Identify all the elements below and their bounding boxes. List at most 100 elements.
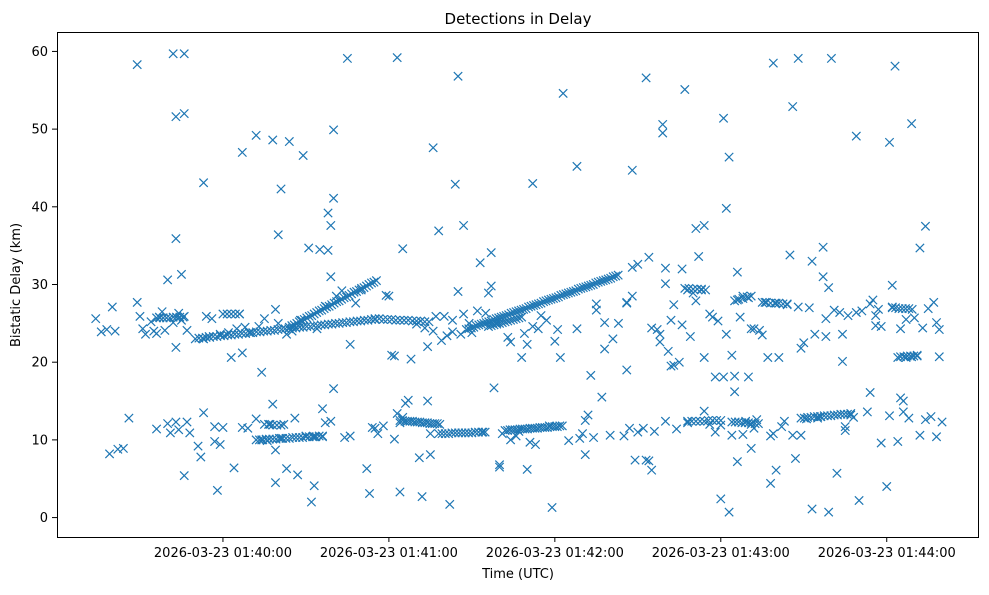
y-tick-label: 0 [40,511,48,526]
data-point: 2026-03-23 01:41:56, 27.9 [541,296,551,306]
data-point: 2026-03-23 01:42:32, 11.5 [638,423,648,433]
data-point: 2026-03-23 01:40:53, 3.1 [364,488,375,499]
data-point: 2026-03-23 01:39:29, 58.3 [132,60,142,70]
data-point: 2026-03-23 01:42:49, 12.4 [687,416,697,426]
data-point: 2026-03-23 01:41:19, 22.8 [436,335,447,346]
data-point: 2026-03-23 01:40:59, 28.6 [381,290,391,301]
data-point: 2026-03-23 01:42:18, 21.7 [599,344,610,354]
data-point: 2026-03-23 01:40:20, 36.4 [273,230,283,240]
data-point: 2026-03-23 01:43:44, 23.6 [837,329,848,339]
data-point: 2026-03-23 01:42:15, 30.3 [593,277,603,287]
data-point: 2026-03-23 01:42:30, 11 [633,427,643,437]
data-point: 2026-03-23 01:41:26, 23.6 [456,329,466,339]
data-point: 2026-03-23 01:44:05, 24.3 [895,324,906,334]
data-point: 2026-03-23 01:42:17, 15.5 [597,392,607,402]
data-point: 2026-03-23 01:40:40, 16.6 [328,383,339,394]
data-point: 2026-03-23 01:40:31, 34.7 [304,243,314,253]
data-point: 2026-03-23 01:39:20, 27.1 [107,302,117,312]
data-point: 2026-03-23 01:41:55, 27.8 [538,296,549,307]
data-point: 2026-03-23 01:44:14, 12.6 [920,415,931,425]
data-point: 2026-03-23 01:42:11, 8.1 [580,450,590,460]
data-point: 2026-03-23 01:42:42, 25.4 [666,315,676,325]
data-point: 2026-03-23 01:41:25, 10.9 [453,428,464,438]
data-point: 2026-03-23 01:42:03, 28.7 [558,289,569,300]
data-point: 2026-03-23 01:41:30, 24.5 [469,322,479,332]
data-point: 2026-03-23 01:42:28, 32.2 [627,262,637,273]
data-point: 2026-03-23 01:43:15, 23.5 [757,330,767,340]
data-point: 2026-03-23 01:42:58, 11 [710,427,720,437]
data-point: 2026-03-23 01:42:17, 30.5 [598,275,608,286]
data-point: 2026-03-23 01:40:29, 46.6 [298,150,308,161]
data-point: 2026-03-23 01:40:48, 29.1 [351,286,362,297]
data-point: 2026-03-23 01:42:51, 12.4 [691,416,701,426]
data-point: 2026-03-23 01:43:44, 20.1 [837,356,848,367]
data-point: 2026-03-23 01:39:53, 13.5 [198,408,209,418]
data-point: 2026-03-23 01:44:05, 26.9 [897,303,907,314]
data-point: 2026-03-23 01:40:52, 6.3 [362,464,372,474]
data-point: 2026-03-23 01:42:12, 29.8 [583,281,593,291]
data-point: 2026-03-23 01:40:18, 48.6 [268,135,278,145]
x-tick-label: 2026-03-23 01:44:00 [818,546,956,561]
data-point: 2026-03-23 01:42:49, 23.3 [685,331,695,342]
data-point: 2026-03-23 01:41:08, 20.4 [406,354,416,364]
data-point: 2026-03-23 01:41:16, 24 [428,326,438,336]
data-point: 2026-03-23 01:43:12, 24.3 [749,324,759,334]
data-point: 2026-03-23 01:43:17, 20.6 [763,352,773,363]
data-point: 2026-03-23 01:41:15, 10.8 [425,429,436,439]
data-point: 2026-03-23 01:41:14, 22 [422,342,433,352]
data-point: 2026-03-23 01:42:30, 32.6 [633,259,643,269]
data-point: 2026-03-23 01:43:30, 22.5 [799,338,809,348]
data-point: 2026-03-23 01:41:46, 25.6 [511,314,521,324]
data-point: 2026-03-23 01:44:06, 15 [898,396,908,406]
data-point: 2026-03-23 01:43:26, 52.9 [788,101,798,112]
data-point: 2026-03-23 01:41:28, 24.3 [464,324,474,334]
data-point: 2026-03-23 01:43:08, 12.2 [740,418,750,428]
data-point: 2026-03-23 01:42:16, 30.4 [596,276,606,287]
data-point: 2026-03-23 01:40:01, 26.2 [222,309,232,319]
data-point: 2026-03-23 01:43:53, 13.6 [862,407,872,417]
data-point: 2026-03-23 01:42:13, 18.3 [586,370,596,381]
data-point: 2026-03-23 01:41:43, 23.2 [503,332,513,342]
data-point: 2026-03-23 01:41:48, 26.8 [518,304,529,314]
data-point: 2026-03-23 01:41:22, 1.7 [445,499,455,509]
data-point: 2026-03-23 01:39:46, 59.7 [179,49,189,59]
data-point: 2026-03-23 01:43:02, 39.8 [721,203,731,213]
data-point: 2026-03-23 01:40:37, 12.2 [320,418,330,428]
data-point: 2026-03-23 01:41:00, 28.5 [384,291,394,301]
data-point: 2026-03-23 01:42:08, 29.4 [573,284,583,294]
data-point: 2026-03-23 01:42:58, 12.5 [712,415,722,426]
data-point: 2026-03-23 01:40:07, 47 [237,147,247,158]
data-point: 2026-03-23 01:41:07, 15.1 [403,395,413,405]
data-point: 2026-03-23 01:39:39, 24.1 [160,325,170,335]
data-point: 2026-03-23 01:41:48, 20.6 [517,352,527,363]
data-point: 2026-03-23 01:42:59, 25.3 [713,316,723,326]
data-point: 2026-03-23 01:43:32, 27 [804,303,814,313]
y-tick-label: 30 [31,278,48,293]
data-point: 2026-03-23 01:43:06, 31.6 [732,267,743,277]
data-point: 2026-03-23 01:41:52, 43 [528,178,538,189]
data-point: 2026-03-23 01:44:01, 48.3 [884,137,895,147]
data-point: 2026-03-23 01:40:12, 10 [251,435,261,445]
data-point: 2026-03-23 01:42:57, 12.5 [707,415,718,426]
data-point: 2026-03-23 01:39:26, 12.8 [124,413,134,423]
data-point: 2026-03-23 01:43:19, 58.5 [768,58,778,68]
data-point: 2026-03-23 01:41:12, 2.7 [417,491,427,502]
y-tick-label: 10 [31,433,48,448]
data-point: 2026-03-23 01:41:37, 34.1 [486,248,496,258]
data-point: 2026-03-23 01:42:15, 27.5 [591,299,601,309]
data-point: 2026-03-23 01:42:11, 29.7 [581,282,591,292]
x-tick-label: 2026-03-23 01:41:00 [320,546,458,561]
data-point: 2026-03-23 01:44:12, 34.7 [915,243,925,253]
data-point: 2026-03-23 01:42:14, 10.3 [588,432,599,443]
data-point: 2026-03-23 01:43:10, 18.1 [743,372,754,382]
data-point: 2026-03-23 01:41:08, 25.3 [407,316,418,326]
data-point: 2026-03-23 01:42:47, 29.5 [680,283,690,294]
data-point: 2026-03-23 01:43:14, 24.1 [754,325,765,335]
data-point: 2026-03-23 01:40:31, 25.9 [304,311,314,321]
data-point: 2026-03-23 01:39:56, 25.6 [207,314,217,324]
data-point: 2026-03-23 01:40:55, 30.5 [371,275,382,286]
data-point: 2026-03-23 01:42:00, 28.3 [551,293,561,303]
data-point: 2026-03-23 01:43:05, 16.2 [729,387,740,397]
data-point: 2026-03-23 01:40:15, 12 [259,419,270,429]
data-point: 2026-03-23 01:42:54, 37.6 [699,220,709,231]
